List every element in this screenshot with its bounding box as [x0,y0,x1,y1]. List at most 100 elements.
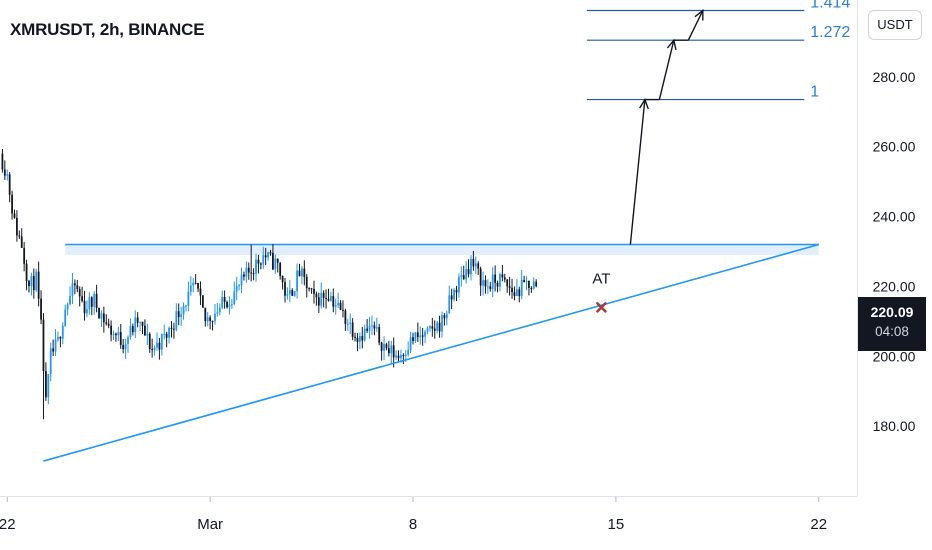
candle-down [59,336,62,339]
candle-up [134,317,137,333]
candle-up [414,332,417,342]
candle-up [245,267,248,277]
candle-down [291,289,294,296]
last-price-tag: 220.09 04:08 [858,297,926,351]
candle-down [18,235,21,237]
candle-up [206,317,209,322]
candle-up [448,295,451,314]
candle-down [250,272,253,274]
candle-up [407,350,410,355]
candle-down [344,310,347,325]
candle-down [392,345,395,358]
candle-down [484,280,487,287]
price-tick-label: 240.00 [873,209,916,225]
candle-down [144,325,146,336]
candle-up [156,342,158,348]
candle-up [124,344,127,350]
candle-up [185,305,187,307]
candle-up [30,276,33,287]
candle-down [76,285,79,290]
candle-up [525,281,528,283]
candle-down [52,348,55,352]
projection-arrow-layer [629,9,704,245]
candle-down [528,281,530,288]
candle-up [267,252,269,258]
candle-up [117,332,120,336]
candle-down [141,321,144,326]
arrow-head [694,9,704,21]
candle-down [211,320,214,322]
candle-down [257,259,260,264]
fib-level-label: 1 [810,84,819,101]
candle-down [281,276,284,283]
candle-up [375,327,378,329]
candle-up [180,314,183,318]
candle-down [477,263,480,269]
candle-up [337,302,340,306]
symbol-title[interactable]: XMRUSDT, 2h, BINANCE [10,20,205,39]
candle-down [158,342,161,350]
time-axis[interactable]: 22 Mar 8 15 22 [0,496,827,533]
candle-up [182,306,185,315]
candle-down [303,268,306,277]
candle-down [325,297,327,299]
candle-down [489,286,492,289]
candle-up [189,285,192,292]
candle-up [230,304,233,306]
annotation-layer: AT [592,270,610,313]
candle-down [40,298,42,320]
candle-down [32,276,35,291]
candle-up [320,292,323,306]
candle-down [494,274,497,283]
candle-down [387,348,390,354]
candle-down [177,311,180,318]
price-axis[interactable]: 180.00 200.00 220.00 240.00 260.00 280.00 [873,69,916,434]
candle-up [409,337,412,351]
candle-down [115,333,117,336]
candle-down [37,271,40,299]
candle-down [131,326,134,333]
candle-down [269,252,272,254]
candle-up [296,270,298,292]
candle-down [90,297,93,307]
candle-up [453,289,455,300]
candle-down [450,295,453,300]
candle-up [395,355,398,358]
candle-down [523,279,526,283]
candle-down [252,273,255,275]
candle-up [69,296,71,305]
candle-up [216,312,219,314]
candle-down [95,293,98,308]
candle-down [455,289,458,293]
candle-down [438,322,441,332]
candle-down [351,322,354,337]
candle-down [199,288,202,296]
candle-down [298,270,301,277]
price-tick-label: 280.00 [873,69,916,85]
candle-down [501,274,504,278]
candle-up [436,322,439,331]
candle-down [354,336,356,338]
candle-up [363,328,366,341]
candle-up [35,271,38,291]
candle-down [264,255,267,258]
candle-up [100,313,103,319]
candle-down [194,282,197,284]
annotation-text: AT [592,270,610,287]
candle-up [238,285,241,287]
candle-down [322,292,325,298]
candle-down [462,275,465,280]
fib-level-label: 1.272 [810,24,850,41]
candle-down [530,287,533,289]
candle-down [503,277,506,280]
last-price-value: 220.09 [870,304,914,320]
currency-button[interactable]: USDT [868,10,922,40]
candle-up [532,281,535,289]
candle-up [349,322,352,324]
time-tick-label: 8 [409,516,417,533]
projection-arrow-leg [658,40,675,100]
candle-down [421,335,424,337]
candle-up [460,275,463,278]
candle-down [204,307,207,322]
